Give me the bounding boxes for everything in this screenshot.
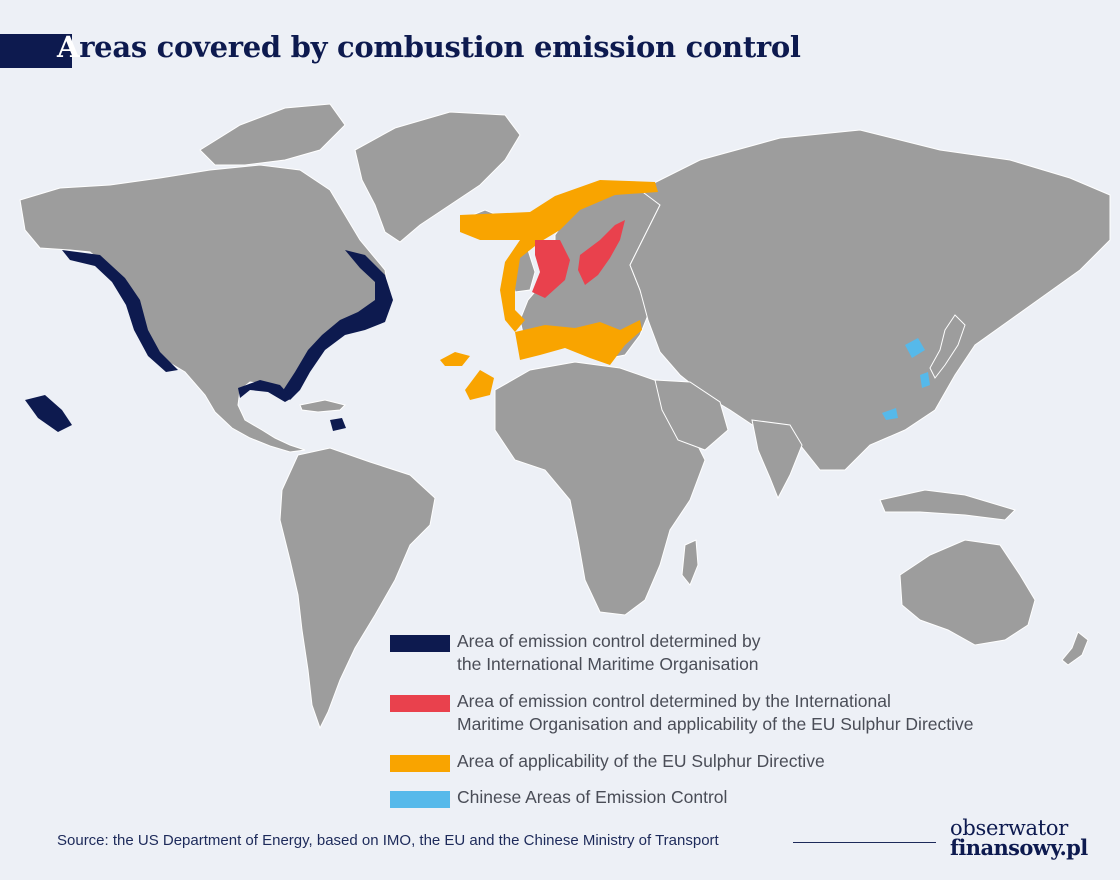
land-greenland [354, 111, 521, 243]
land-arabia [654, 379, 729, 451]
land-asia [629, 129, 1111, 471]
zone-imo-puerto-rico [330, 418, 346, 431]
zone-imo-eu-baltic [578, 220, 625, 285]
title-rest: reas covered by combustion emission cont… [79, 30, 801, 64]
zone-imo-us-pacific [62, 250, 178, 372]
legend-swatch-imo-eu [390, 695, 450, 712]
land-layer [19, 103, 1111, 730]
land-arctic-islands [199, 103, 346, 166]
legend-item-china: Chinese Areas of Emission Control [390, 786, 727, 809]
zone-imo-eu-north-sea [532, 240, 570, 298]
land-japan [929, 314, 966, 379]
land-africa [494, 361, 706, 616]
zone-imo-hawaii [25, 395, 72, 432]
legend-item-eu: Area of applicability of the EU Sulphur … [390, 750, 825, 773]
source-divider [793, 842, 936, 843]
legend-label-imo-eu: Area of emission control determined by t… [457, 691, 974, 734]
logo-line-2: finansowy.pl [950, 835, 1088, 860]
title-accent-bar [0, 34, 72, 68]
zone-china-yangtze [920, 372, 930, 388]
zone-eu-mediterranean [515, 320, 642, 365]
land-australia [899, 539, 1036, 646]
legend-swatch-imo [390, 635, 450, 652]
map-title: Areas covered by combustion emission con… [57, 30, 801, 64]
title-first-letter: A [57, 30, 80, 64]
legend-label-eu: Area of applicability of the EU Sulphur … [457, 751, 825, 771]
emission-zones [25, 180, 930, 432]
legend-label-china: Chinese Areas of Emission Control [457, 787, 728, 807]
zone-china-pearl-river [882, 408, 898, 420]
zone-imo-gulf-of-mexico [238, 380, 292, 402]
publisher-logo: obserwator finansowy.pl [950, 816, 1090, 860]
land-south-america [279, 447, 436, 730]
land-new-zealand [1061, 631, 1089, 666]
zone-china-bohai [905, 338, 925, 358]
zone-eu-north-atlantic [460, 180, 658, 332]
legend-item-imo-eu: Area of emission control determined by t… [390, 690, 974, 736]
source-note: Source: the US Department of Energy, bas… [57, 832, 719, 849]
zone-eu-madeira [440, 352, 470, 366]
land-caribbean [299, 399, 346, 413]
zone-eu-canary-islands [465, 370, 494, 400]
zone-imo-us-atlantic [282, 250, 393, 400]
legend-label-imo: Area of emission control determined by t… [457, 631, 761, 674]
land-india [751, 419, 803, 500]
legend-swatch-china [390, 791, 450, 808]
land-indonesia [879, 489, 1016, 521]
logo-line-1: obserwator [950, 816, 1068, 840]
legend-item-imo: Area of emission control determined by t… [390, 630, 760, 676]
land-madagascar [681, 539, 699, 586]
legend-swatch-eu [390, 755, 450, 772]
